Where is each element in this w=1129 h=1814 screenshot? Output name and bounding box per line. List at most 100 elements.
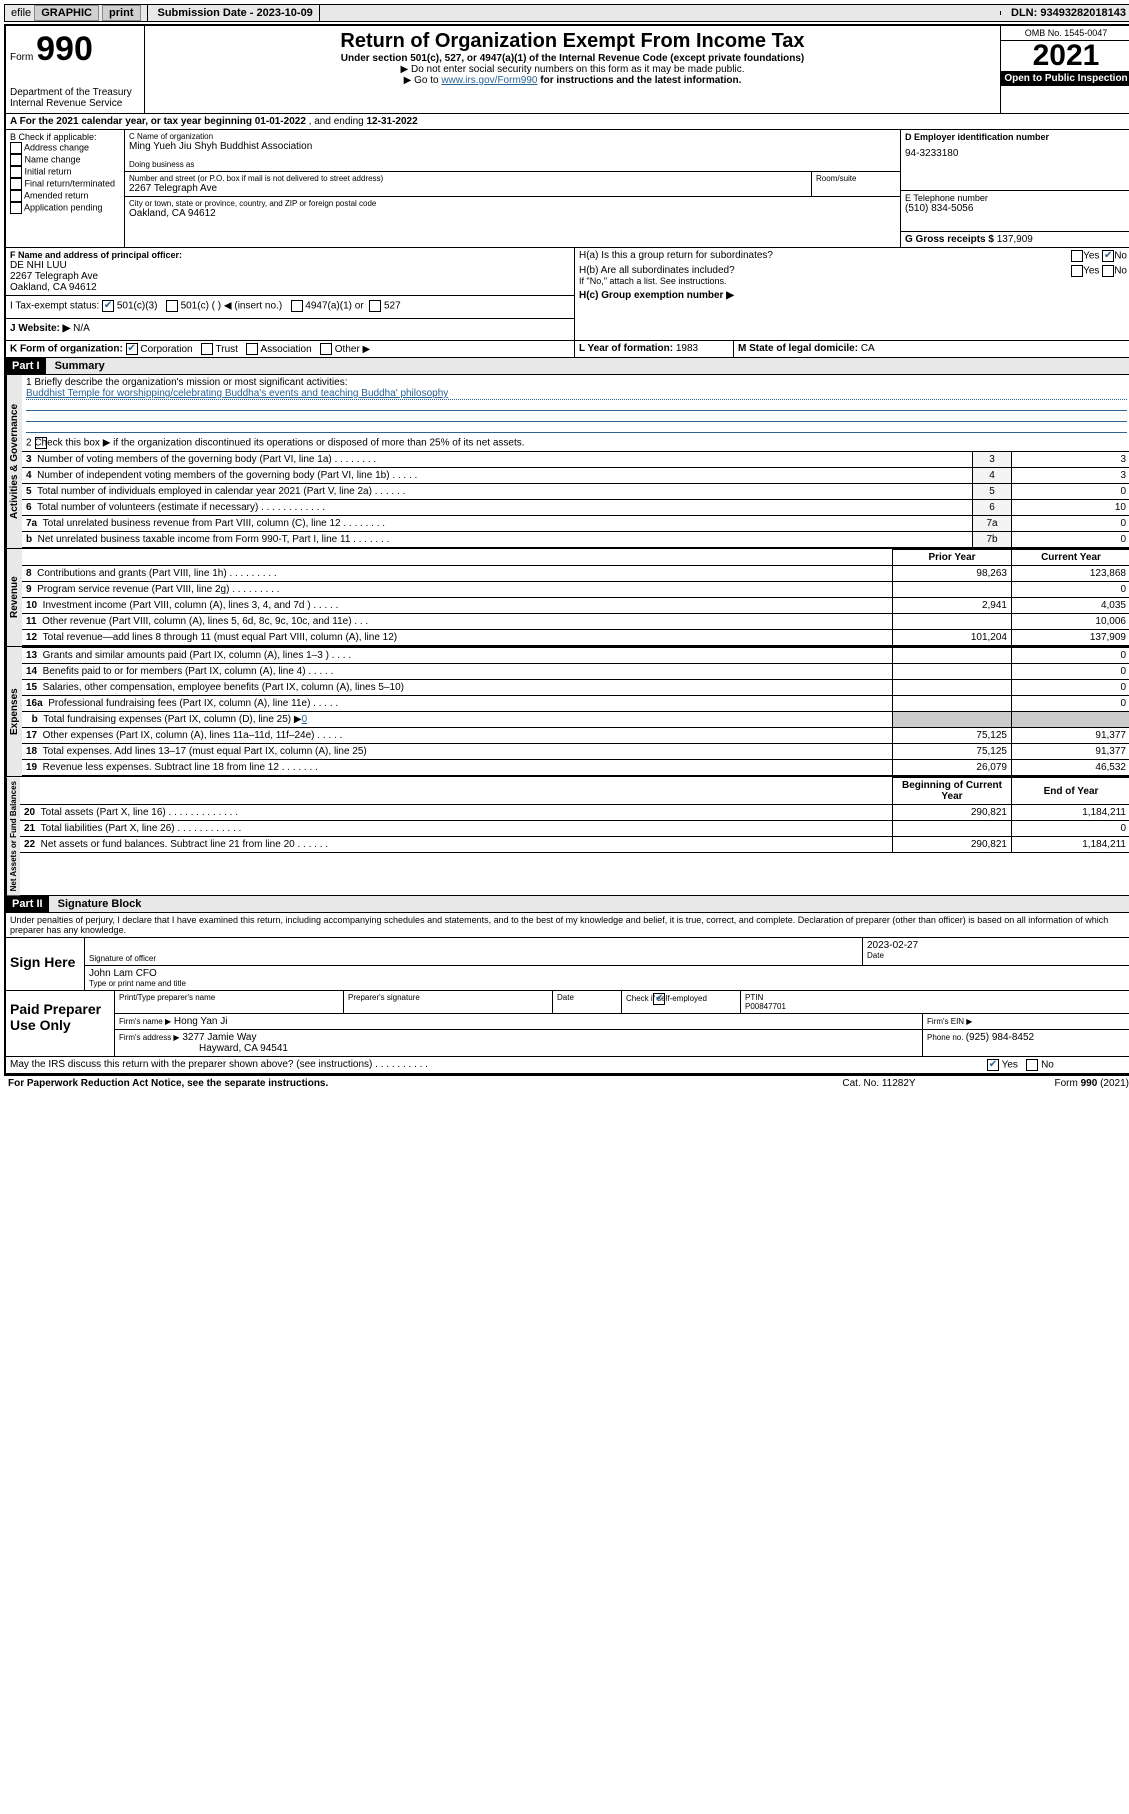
prep-col3: Date xyxy=(553,991,622,1013)
ha-no-checkbox[interactable] xyxy=(1102,250,1114,262)
mission-text[interactable]: Buddhist Temple for worshipping/celebrat… xyxy=(26,388,1127,400)
part2-title: Signature Block xyxy=(52,896,148,912)
discuss-no-checkbox[interactable] xyxy=(1026,1059,1038,1071)
revenue-section: Revenue Prior YearCurrent Year8 Contribu… xyxy=(6,548,1129,646)
tax-year: 2021 xyxy=(1001,41,1129,71)
form990-link[interactable]: www.irs.gov/Form990 xyxy=(441,75,537,86)
firm-addr-cell: Firm's address ▶ 3277 Jamie Way Hayward,… xyxy=(115,1030,923,1056)
self-employed-checkbox[interactable] xyxy=(653,993,665,1005)
vlabel-revenue: Revenue xyxy=(6,549,22,646)
table-row: 11 Other revenue (Part VIII, column (A),… xyxy=(22,614,1129,630)
e-cell: E Telephone number (510) 834-5056 xyxy=(901,191,1129,232)
table-row: 3 Number of voting members of the govern… xyxy=(22,452,1129,468)
efile-cell: efile GRAPHIC print xyxy=(5,5,148,21)
h-c: H(c) Group exemption number ▶ xyxy=(579,290,1127,301)
q2-checkbox[interactable] xyxy=(35,437,47,449)
sign-row1: Signature of officer 2023-02-27 Date xyxy=(85,938,1129,966)
b-checkbox[interactable] xyxy=(10,190,22,202)
form-note1: ▶ Do not enter social security numbers o… xyxy=(149,64,996,75)
b-option: Amended return xyxy=(10,190,120,202)
line-k: K Form of organization: Corporation Trus… xyxy=(6,341,575,357)
b-checkbox[interactable] xyxy=(10,178,22,190)
ha-yes: Yes xyxy=(1083,251,1099,262)
form-container: Form 990 Department of the Treasury Inte… xyxy=(4,24,1129,1076)
form-ref: Form 990 (2021) xyxy=(979,1078,1129,1089)
b-checkbox[interactable] xyxy=(10,202,22,214)
k-checkbox[interactable] xyxy=(126,343,138,355)
hb-note: If "No," attach a list. See instructions… xyxy=(579,276,1127,286)
i-501c-checkbox[interactable] xyxy=(166,300,178,312)
org-name: Ming Yueh Jiu Shyh Buddhist Association xyxy=(129,141,896,152)
discuss-text: May the IRS discuss this return with the… xyxy=(6,1057,983,1073)
revenue-table: Prior YearCurrent Year8 Contributions an… xyxy=(22,549,1129,646)
city-label: City or town, state or province, country… xyxy=(129,199,896,208)
gross-receipts: 137,909 xyxy=(997,234,1033,245)
b-checkbox[interactable] xyxy=(10,142,22,154)
identity-block: B Check if applicable: Address change Na… xyxy=(6,130,1129,248)
ptin-value: P00847701 xyxy=(745,1002,1127,1011)
ha-label: H(a) Is this a group return for subordin… xyxy=(579,250,773,261)
page-footer: For Paperwork Reduction Act Notice, see … xyxy=(4,1076,1129,1091)
l-label: L Year of formation: xyxy=(579,343,676,354)
c-city-row: City or town, state or province, country… xyxy=(125,197,900,221)
table-row: 18 Total expenses. Add lines 13–17 (must… xyxy=(22,744,1129,760)
i-opt2: 501(c) ( ) ◀ (insert no.) xyxy=(181,301,283,312)
b-checkbox[interactable] xyxy=(10,166,22,178)
hb-no-checkbox[interactable] xyxy=(1102,265,1114,277)
i-4947-checkbox[interactable] xyxy=(291,300,303,312)
firm-ein-label: Firm's EIN ▶ xyxy=(927,1017,972,1026)
k-checkbox[interactable] xyxy=(246,343,258,355)
part2-badge: Part II xyxy=(6,896,49,912)
i-527-checkbox[interactable] xyxy=(369,300,381,312)
paperwork-notice: For Paperwork Reduction Act Notice, see … xyxy=(8,1078,328,1089)
print-button[interactable]: print xyxy=(102,5,140,21)
graphic-button[interactable]: GRAPHIC xyxy=(34,5,99,21)
expenses-table: 13 Grants and similar amounts paid (Part… xyxy=(22,647,1129,776)
room-cell: Room/suite xyxy=(812,172,900,196)
k-label: K Form of organization: xyxy=(10,344,123,355)
firm-phone: (925) 984-8452 xyxy=(966,1032,1034,1043)
vlabel-governance: Activities & Governance xyxy=(6,375,22,548)
cat-no: Cat. No. 11282Y xyxy=(779,1078,979,1089)
perjury-text: Under penalties of perjury, I declare th… xyxy=(6,913,1129,937)
phone-value: (510) 834-5056 xyxy=(905,203,1127,214)
k-checkbox[interactable] xyxy=(201,343,213,355)
h-b: H(b) Are all subordinates included? Yes … xyxy=(579,265,1127,276)
sign-date-cell: 2023-02-27 Date xyxy=(862,938,1129,966)
k-checkbox[interactable] xyxy=(320,343,332,355)
i-501c3-checkbox[interactable] xyxy=(102,300,114,312)
table-row: b Net unrelated business taxable income … xyxy=(22,532,1129,548)
b-option: Initial return xyxy=(10,166,120,178)
table-header-row: Beginning of Current YearEnd of Year xyxy=(20,778,1129,805)
table-row: 6 Total number of volunteers (estimate i… xyxy=(22,500,1129,516)
year-block: OMB No. 1545-0047 2021 Open to Public In… xyxy=(1000,26,1129,113)
hb-yes-checkbox[interactable] xyxy=(1071,265,1083,277)
q1: 1 Briefly describe the organization's mi… xyxy=(22,375,1129,435)
tax-year-end: 12-31-2022 xyxy=(367,116,418,127)
year-formation: 1983 xyxy=(676,343,698,354)
hc-label: H(c) Group exemption number ▶ xyxy=(579,290,734,301)
table-row: 8 Contributions and grants (Part VIII, l… xyxy=(22,566,1129,582)
governance-content: 1 Briefly describe the organization's mi… xyxy=(22,375,1129,548)
part2-header-row: Part II Signature Block xyxy=(6,895,1129,913)
b-checkbox[interactable] xyxy=(10,154,22,166)
m-label: M State of legal domicile: xyxy=(738,343,861,354)
sign-row2: John Lam CFO Type or print name and titl… xyxy=(85,966,1129,990)
k-option: Other ▶ xyxy=(317,344,376,355)
e-label: E Telephone number xyxy=(905,193,1127,203)
discuss-yes-checkbox[interactable] xyxy=(987,1059,999,1071)
part1-title: Summary xyxy=(49,358,111,374)
table-row: 12 Total revenue—add lines 8 through 11 … xyxy=(22,630,1129,646)
g-cell: G Gross receipts $ 137,909 xyxy=(901,232,1129,247)
officer-addr2: Oakland, CA 94612 xyxy=(10,282,570,293)
q2-text: 2 Check this box ▶ if the organization d… xyxy=(22,435,1129,451)
ha-yes-checkbox[interactable] xyxy=(1071,250,1083,262)
left-fij: F Name and address of principal officer:… xyxy=(6,248,575,340)
c-name-row: C Name of organization Ming Yueh Jiu Shy… xyxy=(125,130,900,172)
line-j: J Website: ▶ N/A xyxy=(6,318,574,338)
k-option: Corporation xyxy=(126,344,199,355)
g-label: G Gross receipts $ xyxy=(905,234,997,245)
inspection-badge: Open to Public Inspection xyxy=(1001,71,1129,86)
preparer-block: Paid Preparer Use Only Print/Type prepar… xyxy=(6,991,1129,1057)
table-row: 7a Total unrelated business revenue from… xyxy=(22,516,1129,532)
